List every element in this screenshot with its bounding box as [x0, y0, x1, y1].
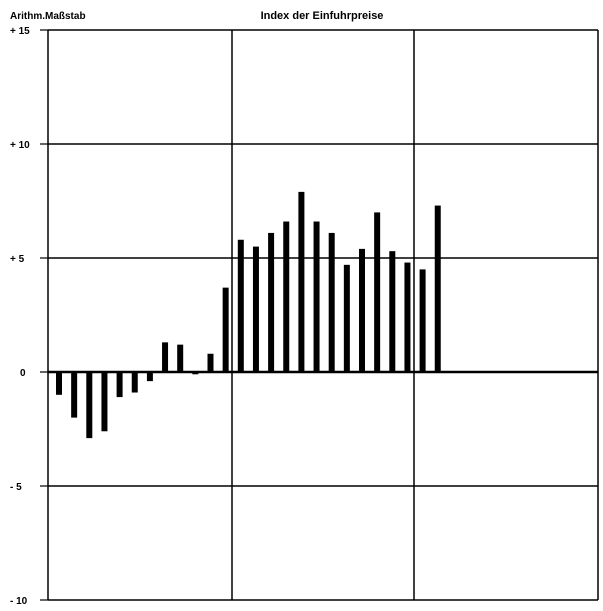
bar — [343, 264, 350, 372]
grid — [47, 29, 599, 601]
bar — [162, 342, 169, 372]
y-tick-label: - 5 — [10, 482, 22, 493]
bar — [177, 344, 184, 372]
bar — [252, 246, 259, 372]
bar — [374, 212, 381, 372]
y-axis-ticks: + 15 + 10 + 5 0 - 5 - 10 — [10, 26, 48, 607]
y-tick-label: + 10 — [10, 140, 30, 151]
bars — [56, 191, 441, 439]
bar — [359, 248, 365, 372]
bar — [56, 372, 62, 395]
y-tick-label: - 10 — [10, 596, 28, 607]
bar — [268, 232, 275, 372]
bar — [71, 372, 78, 418]
bar — [283, 221, 290, 372]
bar — [434, 205, 441, 372]
bar — [298, 191, 305, 372]
bar — [328, 232, 335, 372]
bar — [313, 221, 320, 372]
y-tick-label: 0 — [20, 368, 26, 379]
bar — [146, 372, 153, 382]
bar — [419, 269, 426, 372]
y-tick-label: + 5 — [10, 254, 25, 265]
bar — [116, 372, 123, 398]
bar — [404, 262, 411, 372]
bar — [131, 372, 138, 393]
bar — [86, 372, 93, 439]
bar — [101, 372, 108, 432]
bar — [222, 287, 229, 372]
y-tick-label: + 15 — [10, 26, 30, 37]
chart-title: Index der Einfuhrpreise — [261, 10, 384, 22]
bar — [389, 251, 396, 372]
scale-label: Arithm.Maßstab — [10, 11, 86, 22]
bar — [237, 239, 244, 372]
bar — [207, 353, 214, 372]
